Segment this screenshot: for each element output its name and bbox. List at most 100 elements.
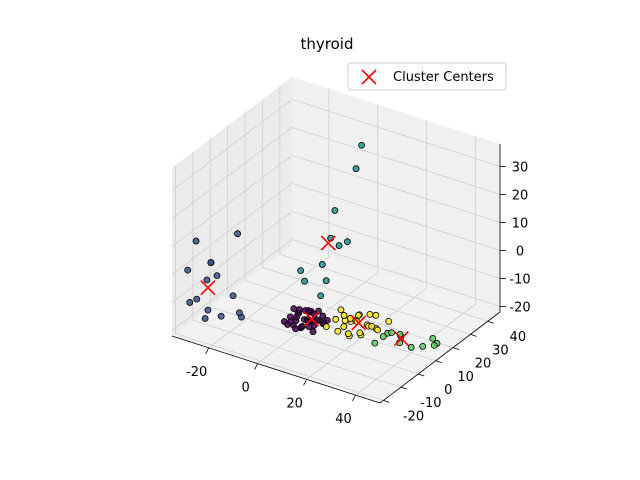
x-tick-label: 0 [242,381,250,396]
grid-line-y [262,99,471,335]
y-tick-mark [435,360,442,364]
chart-title: thyroid [301,35,354,53]
data-point [334,327,342,335]
axes-panes [172,77,500,403]
axes-grid [171,86,501,401]
x-tick-label: -20 [186,365,207,380]
data-point [344,238,351,246]
data-point [335,242,343,249]
cluster-center-x-icon [304,311,320,327]
cluster-center-stroke [351,315,367,331]
y-tick-label: 20 [475,357,492,372]
cluster-center-x-icon [200,280,216,296]
cluster-center-stroke [393,330,409,347]
data-point [340,323,348,330]
data-point [430,341,438,349]
z-tick-label: 0 [516,244,524,259]
data-point [229,292,237,300]
x-tick-mark [303,379,307,386]
grid-line-z [171,210,501,303]
data-point [322,277,330,285]
y-tick-mark [418,373,425,377]
grid-line-x [355,136,476,396]
grid-line-z [171,154,501,247]
y-tick-mark [487,320,494,324]
grid-line-y [192,152,401,388]
back-wall-pane [292,77,500,312]
legend-marker-x-icon [361,69,377,85]
data-point [309,328,317,336]
data-point [287,318,295,326]
data-point [322,323,330,331]
data-point [318,261,326,268]
cluster-center-x-icon [320,235,336,251]
x-tick-mark [205,347,210,355]
data-point [358,141,366,149]
data-point [305,307,312,314]
data-point [385,317,393,325]
data-point [234,230,241,238]
left-wall-pane [172,77,292,336]
grid-line-y [244,112,454,348]
data-point [332,315,340,323]
data-point [186,299,194,306]
y-tick-mark [383,399,390,403]
grid-line-z [171,238,501,331]
data-point [217,312,225,320]
legend: Cluster Centers [347,62,507,91]
axes-lines [171,144,501,404]
x-tick-mark [352,394,356,402]
data-point [293,313,301,321]
data-point [305,323,313,331]
legend-label-cluster-centers: Cluster Centers [393,70,494,85]
grid-line-z [171,98,501,191]
x-tick-label: 20 [286,396,303,411]
grid-line-y [279,86,488,322]
cluster-centers [200,235,409,347]
cluster-center-stroke [200,280,216,296]
y-tick-label: -10 [420,396,441,411]
legend-box [347,62,507,91]
data-point [374,326,382,334]
z-tick-label: 20 [512,188,529,203]
data-point [204,306,212,314]
y-tick-mark [470,334,477,337]
data-point [290,305,298,313]
grid-line-x [208,88,330,349]
data-point [372,311,380,319]
grid-line-x [306,120,427,380]
data-point [292,325,299,333]
data-point [419,342,427,350]
data-point [371,339,379,347]
data-point [213,272,221,280]
data-point [301,277,308,285]
y-tick-label: 0 [444,383,452,398]
data-point [207,259,215,266]
y-tick-mark [400,386,407,390]
floor-pane [172,245,500,403]
data-point [368,322,376,330]
data-point [407,343,415,351]
y-tick-label: -20 [403,409,424,424]
z-tick-label: 30 [512,160,529,175]
z-tick-label: -10 [509,272,530,287]
data-point [366,310,374,318]
data-point [298,322,306,330]
data-point [184,266,192,274]
x-tick-mark [254,363,259,370]
data-point [192,237,200,245]
data-point [337,306,345,314]
y-axis-line [379,311,501,404]
data-point [193,295,201,303]
grid-line-y [227,125,436,362]
data-point [297,267,305,275]
data-point [388,329,396,337]
data-point [235,309,243,317]
data-point [313,316,321,324]
cluster-center-stroke [304,311,320,327]
grid-line-x [257,104,379,364]
x-tick-label: 40 [335,412,352,427]
data-point [344,330,352,338]
x-axis-line [171,335,381,404]
